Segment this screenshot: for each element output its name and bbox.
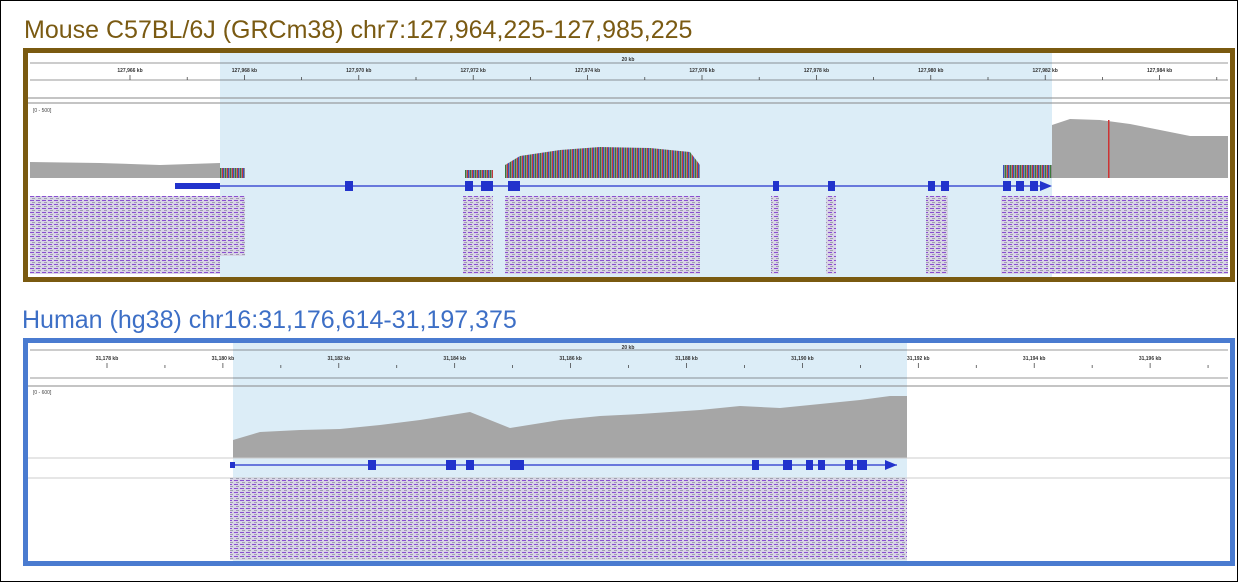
figure: Mouse C57BL/6J (GRCm38) chr7:127,964,225… <box>0 0 1238 582</box>
reads <box>230 478 907 560</box>
tick-label: 127,976 kb <box>689 68 714 74</box>
panel-title: Human (hg38) chr16:31,176,614-31,197,375 <box>22 306 517 334</box>
igv-panel <box>26 341 1233 564</box>
tick-label: 127,966 kb <box>117 68 142 74</box>
tick-label: 127,984 kb <box>1147 68 1172 74</box>
tick-label: 127,970 kb <box>346 68 371 74</box>
tick-label: 31,182 kb <box>328 356 351 362</box>
panel-title: Mouse C57BL/6J (GRCm38) chr7:127,964,225… <box>24 16 692 44</box>
tick-label: 31,180 kb <box>212 356 235 362</box>
span-label: 20 kb <box>622 57 635 63</box>
tick-label: 31,186 kb <box>559 356 582 362</box>
tick-label: 127,980 kb <box>918 68 943 74</box>
tick-label: 127,978 kb <box>804 68 829 74</box>
data-range: [0 - 600] <box>33 390 52 396</box>
tick-label: 31,178 kb <box>96 356 119 362</box>
tick-label: 31,194 kb <box>1023 356 1046 362</box>
tick-label: 31,190 kb <box>791 356 814 362</box>
reads <box>30 196 1228 274</box>
span-label: 20 kb <box>622 345 635 351</box>
data-range: [0 - 500] <box>33 108 52 114</box>
tick-label: 31,196 kb <box>1139 356 1162 362</box>
coverage <box>30 162 220 178</box>
tick-label: 127,982 kb <box>1033 68 1058 74</box>
tick-label: 127,972 kb <box>461 68 486 74</box>
tick-label: 127,974 kb <box>575 68 600 74</box>
tick-label: 127,968 kb <box>232 68 257 74</box>
tick-label: 31,188 kb <box>675 356 698 362</box>
tick-label: 31,192 kb <box>907 356 930 362</box>
tick-label: 31,184 kb <box>443 356 466 362</box>
igv-panel <box>26 51 1233 280</box>
